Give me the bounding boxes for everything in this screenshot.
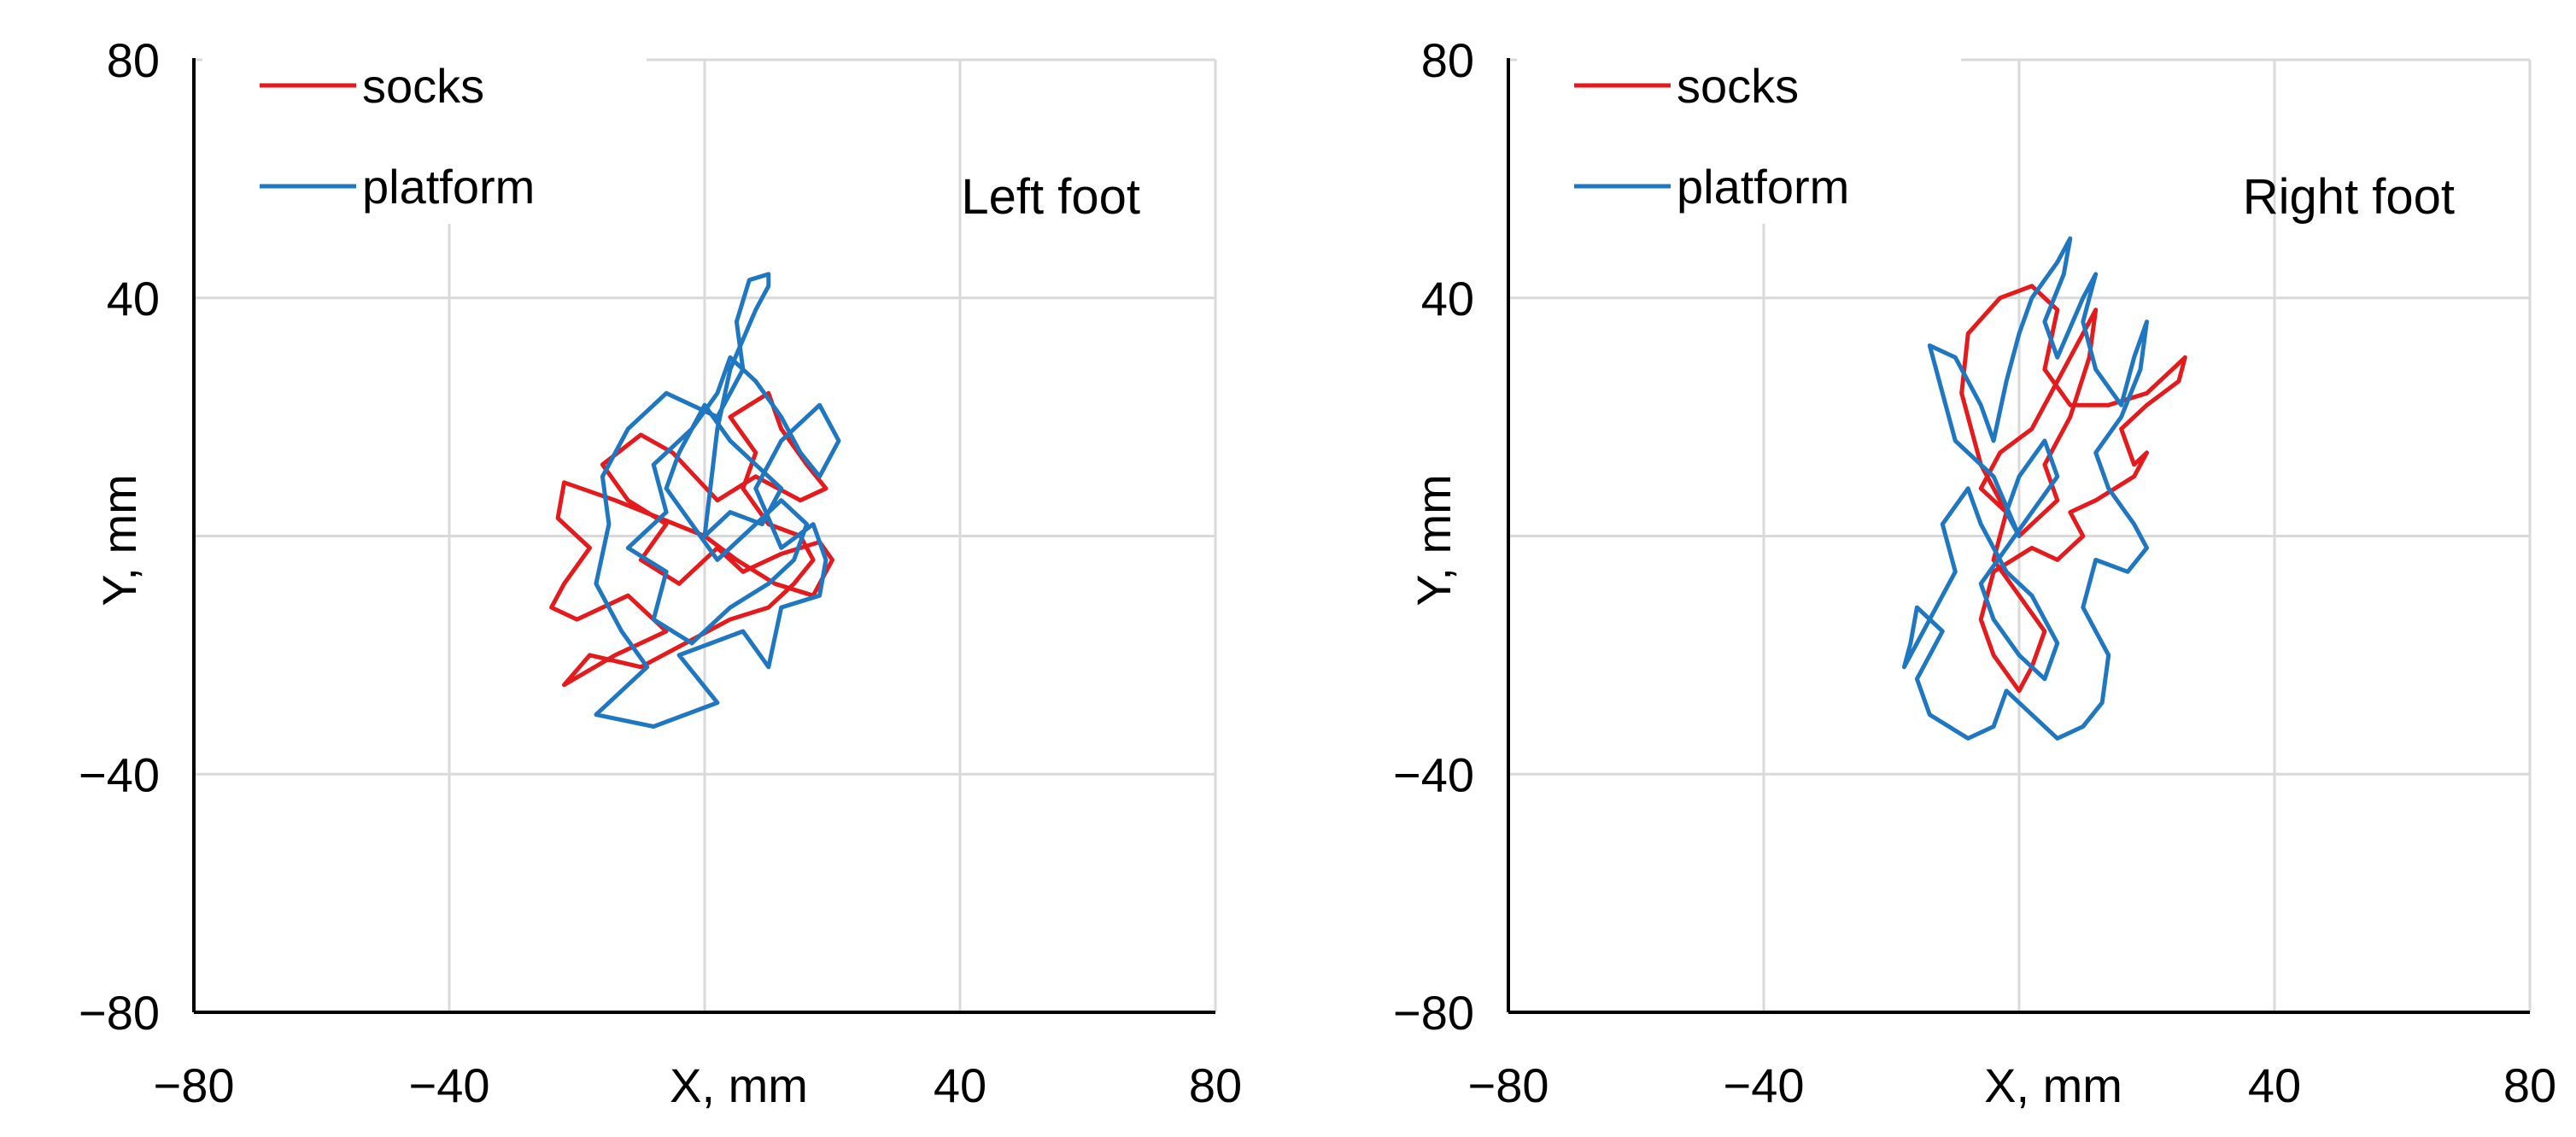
chart-panel-left: socks platform Left foot 80 40 −40 −80 −80 −40 X,…: [79, 33, 1242, 1112]
y-axis-title: Y, mm: [92, 474, 146, 607]
y-tick-label: 80: [1421, 33, 1474, 87]
x-tick-label: −80: [154, 1058, 235, 1112]
x-axis-title: X, mm: [670, 1058, 808, 1112]
series-line-platform: [1901, 236, 2149, 741]
y-tick-label: 40: [1421, 272, 1474, 325]
legend-label-socks: socks: [1677, 59, 1799, 113]
x-tick-label: 80: [2503, 1058, 2556, 1112]
panel-annotation-text: Right foot: [2243, 169, 2455, 225]
legend-label-platform: platform: [362, 160, 535, 214]
y-tick-label: −40: [79, 747, 160, 801]
legend-label-platform: platform: [1677, 160, 1849, 214]
y-tick-label: −80: [1393, 986, 1474, 1040]
y-tick-label: −40: [1393, 747, 1474, 801]
x-tick-label: −40: [1724, 1058, 1805, 1112]
x-axis-title: X, mm: [1984, 1058, 2122, 1112]
series-line-socks: [1959, 284, 2187, 694]
series-line-socks: [549, 390, 834, 688]
y-axis-title: Y, mm: [1407, 474, 1461, 607]
legend-background: [1517, 53, 1961, 224]
y-tick-label: −80: [79, 986, 160, 1040]
legend-label-socks: socks: [362, 59, 484, 113]
x-tick-label: 40: [934, 1058, 986, 1112]
chart-panel-right: socks platform Right foot 80 40 −40 −80 −80 −40 X…: [1393, 33, 2556, 1112]
x-tick-label: 40: [2248, 1058, 2301, 1112]
y-tick-label: 80: [107, 33, 160, 87]
x-tick-label: −40: [409, 1058, 490, 1112]
x-tick-label: 80: [1189, 1058, 1242, 1112]
panel-annotation-text: Left foot: [961, 169, 1140, 225]
x-tick-label: −80: [1468, 1058, 1549, 1112]
legend-background: [202, 53, 647, 224]
y-tick-label: 40: [107, 272, 160, 325]
series-line-platform: [594, 272, 841, 729]
